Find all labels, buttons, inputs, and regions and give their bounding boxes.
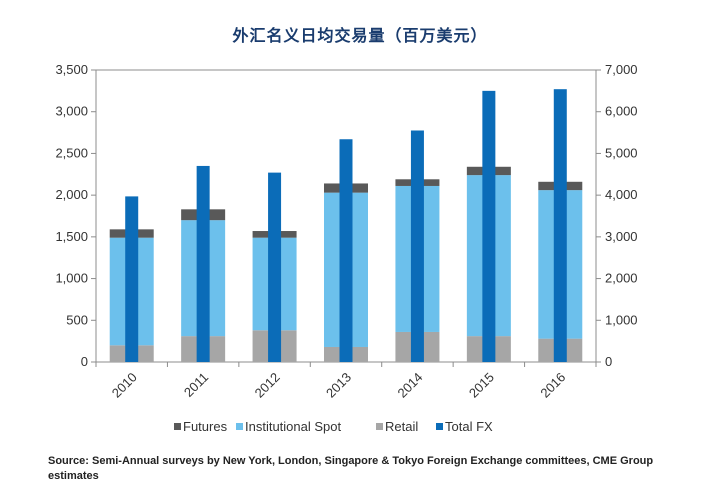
left-axis: 0 500 1,000 1,500 2,000 2,500 3,000 3,500 (55, 62, 96, 369)
x-tick-label: 2012 (252, 370, 283, 401)
left-tick-label: 0 (81, 354, 88, 369)
bar-total-fx-2014 (410, 130, 424, 362)
left-tick-label: 1,500 (55, 229, 88, 244)
left-tick-label: 3,500 (55, 62, 88, 77)
right-tick-label: 7,000 (605, 62, 638, 77)
right-tick-label: 2,000 (605, 271, 638, 286)
right-tick-label: 3,000 (605, 229, 638, 244)
left-tick-label: 1,000 (55, 271, 88, 286)
legend-label-institutional-spot: Institutional Spot (245, 419, 342, 434)
legend-swatch-total-fx (436, 423, 443, 430)
legend-swatch-institutional-spot (236, 423, 243, 430)
legend-label-retail: Retail (385, 419, 418, 434)
x-tick-label: 2011 (181, 370, 211, 400)
legend-swatch-futures (174, 423, 181, 430)
right-tick-label: 0 (605, 354, 612, 369)
legend-swatch-retail (376, 423, 383, 430)
left-tick-label: 500 (66, 312, 88, 327)
legend: Futures Institutional Spot Retail Total FX (174, 419, 493, 434)
x-tick-label: 2013 (323, 370, 354, 401)
x-tick-label: 2014 (394, 370, 425, 401)
right-tick-label: 4,000 (605, 187, 638, 202)
source-note: Source: Semi-Annual surveys by New York,… (48, 455, 654, 482)
legend-label-futures: Futures (183, 419, 228, 434)
bar-total-fx-2016 (553, 89, 567, 362)
bar-total-fx-2015 (482, 90, 496, 362)
legend-label-total-fx: Total FX (445, 419, 493, 434)
bars-group (109, 89, 583, 362)
right-tick-label: 1,000 (605, 312, 638, 327)
chart-title: 外汇名义日均交易量（百万美元） (232, 26, 488, 45)
left-tick-label: 2,000 (55, 187, 88, 202)
left-tick-label: 2,500 (55, 145, 88, 160)
bar-total-fx-2010 (125, 196, 139, 362)
bar-total-fx-2013 (339, 139, 353, 362)
x-axis: 2010 2011 2012 2013 2014 2015 2016 (95, 362, 597, 401)
x-tick-label: 2016 (537, 370, 568, 401)
x-tick-label: 2015 (466, 370, 497, 401)
left-tick-label: 3,000 (55, 104, 88, 119)
right-tick-label: 5,000 (605, 145, 638, 160)
right-axis: 0 1,000 2,000 3,000 4,000 5,000 6,000 7,000 (596, 62, 638, 369)
x-tick-label: 2010 (109, 370, 140, 401)
bar-total-fx-2011 (196, 165, 210, 362)
right-tick-label: 6,000 (605, 104, 638, 119)
bar-total-fx-2012 (268, 172, 282, 362)
